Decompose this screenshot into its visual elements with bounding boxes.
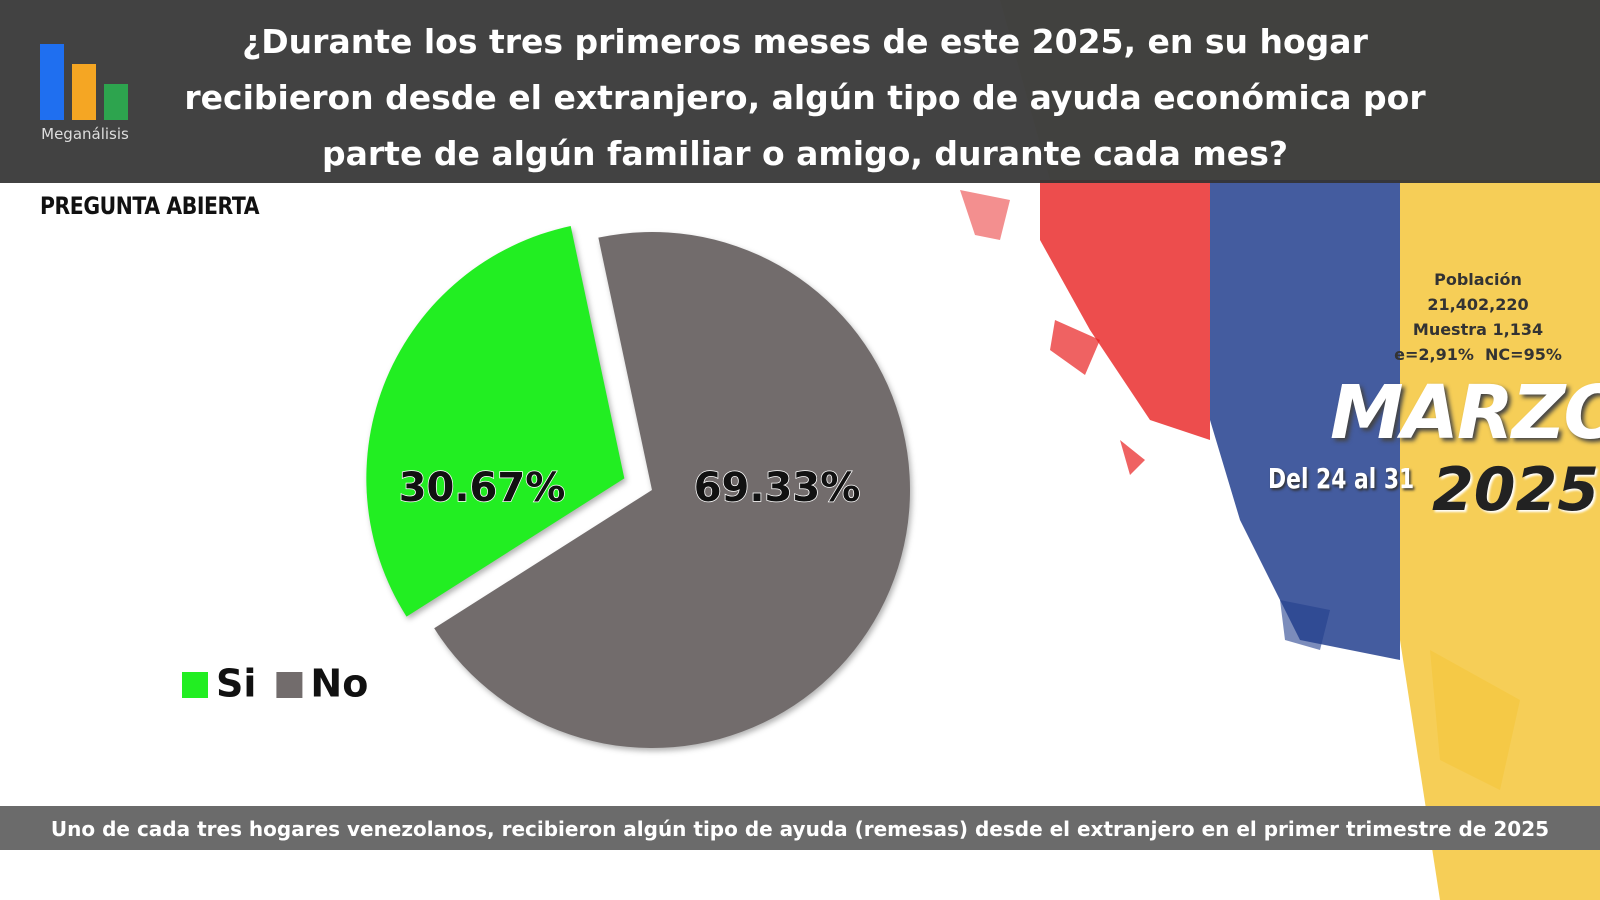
period-year: 2025	[1432, 455, 1599, 525]
period-range: Del 24 al 31	[1268, 462, 1415, 495]
population: 21,402,220	[1427, 295, 1529, 314]
sample-size: Muestra 1,134	[1412, 320, 1544, 339]
legend-label: Si	[216, 662, 256, 706]
error-margin: e=2,91% NC=95%	[1394, 345, 1562, 364]
legend-swatch	[182, 672, 208, 698]
footer-bar: Uno de cada tres hogares venezolanos, re…	[0, 806, 1600, 850]
chart: 30.67% 69.33% Si No	[182, 226, 910, 749]
logo-text: Meganálisis	[41, 125, 129, 143]
legend-swatch	[276, 672, 303, 698]
pie-slice	[366, 226, 625, 617]
pie-slice	[434, 232, 910, 749]
data-label: 30.67%	[399, 465, 566, 511]
chart-subtitle: PREGUNTA ABIERTA	[40, 192, 260, 220]
population-label: Población	[1434, 270, 1522, 289]
data-label: 69.33%	[694, 465, 861, 511]
legend-label: No	[310, 662, 368, 706]
footer-text: Uno de cada tres hogares venezolanos, re…	[50, 817, 1550, 841]
header: Meganálisis ¿Durante los tres primeros m…	[0, 0, 1600, 183]
chart-title: ¿Durante los tres primeros meses de este…	[184, 22, 1426, 173]
logo-icon	[40, 44, 128, 120]
period-month: MARZO	[1330, 370, 1600, 456]
